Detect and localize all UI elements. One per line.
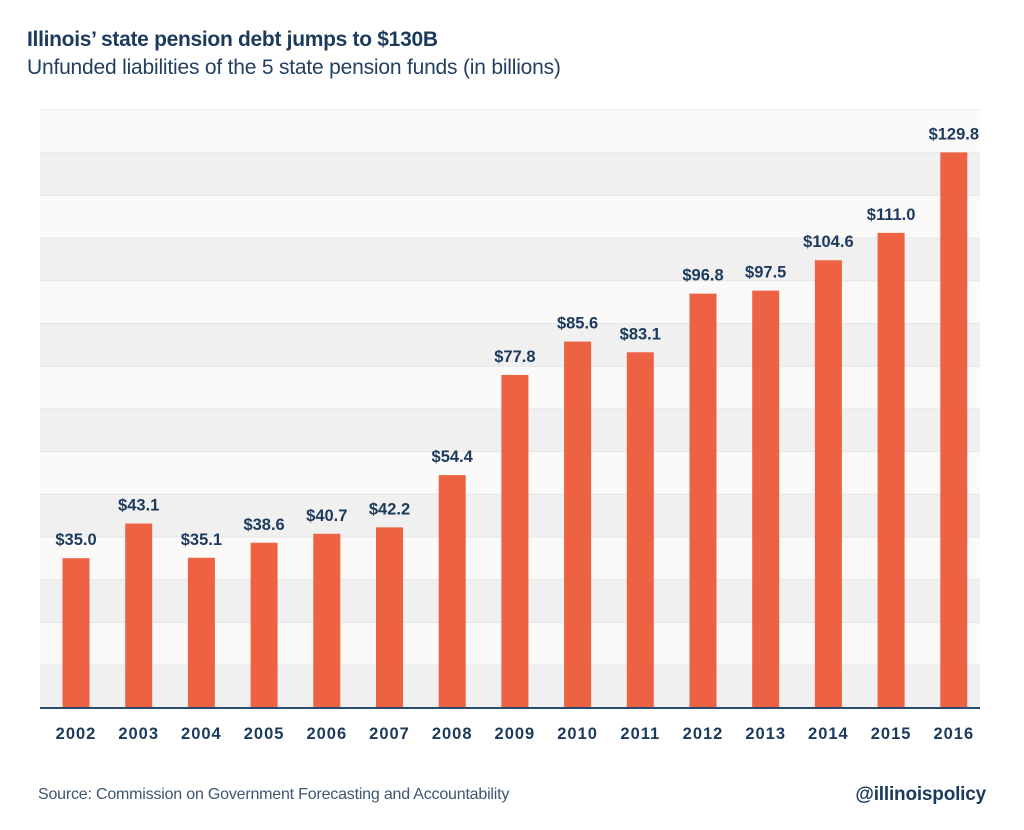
bar-2015 bbox=[877, 232, 905, 708]
x-tick-label: 2016 bbox=[933, 725, 974, 743]
value-label: $38.6 bbox=[243, 516, 284, 534]
value-label: $129.8 bbox=[929, 125, 979, 143]
x-tick-label: 2010 bbox=[557, 725, 598, 743]
x-tick-label: 2004 bbox=[181, 725, 222, 743]
bar-2002 bbox=[62, 558, 90, 708]
bar-2009 bbox=[501, 374, 529, 708]
value-label: $43.1 bbox=[118, 497, 159, 515]
value-label: $85.6 bbox=[557, 315, 598, 333]
x-tick-label: 2008 bbox=[432, 725, 473, 743]
grid-band bbox=[40, 152, 980, 196]
x-tick-label: 2013 bbox=[745, 725, 786, 743]
chart-subtitle: Unfunded liabilities of the 5 state pens… bbox=[27, 56, 561, 79]
x-tick-label: 2009 bbox=[495, 725, 536, 743]
value-label: $35.1 bbox=[181, 531, 222, 549]
bar-2013 bbox=[752, 290, 780, 708]
bar-2008 bbox=[438, 475, 466, 708]
bars bbox=[62, 152, 968, 709]
x-tick-label: 2002 bbox=[56, 725, 97, 743]
value-label: $77.8 bbox=[494, 348, 535, 366]
x-tick-label: 2005 bbox=[244, 725, 285, 743]
bar-2012 bbox=[689, 293, 717, 708]
value-label: $111.0 bbox=[867, 206, 916, 224]
x-tick-label: 2007 bbox=[369, 725, 410, 743]
value-label: $83.1 bbox=[620, 325, 661, 343]
value-label: $104.6 bbox=[803, 233, 853, 251]
bar-2014 bbox=[814, 260, 842, 708]
value-label: $35.0 bbox=[55, 531, 96, 549]
grid-band bbox=[40, 110, 980, 153]
bar-2006 bbox=[313, 533, 341, 708]
bar-2004 bbox=[187, 557, 215, 708]
x-tick-label: 2003 bbox=[118, 725, 159, 743]
bar-2003 bbox=[125, 523, 153, 708]
source-note: Source: Commission on Government Forecas… bbox=[38, 786, 510, 803]
value-label: $40.7 bbox=[306, 507, 347, 525]
value-label: $42.2 bbox=[369, 500, 410, 518]
x-tick-label: 2011 bbox=[620, 725, 660, 743]
value-label: $54.4 bbox=[432, 448, 474, 466]
x-tick-label: 2014 bbox=[808, 725, 849, 743]
value-labels: $35.0 $43.1 $35.1 $38.6 $40.7 $42.2 $54.4 $77.8… bbox=[55, 125, 979, 549]
bar-2010 bbox=[564, 341, 592, 708]
chart-title: Illinois’ state pension debt jumps to $1… bbox=[27, 28, 438, 51]
bar-2016 bbox=[940, 152, 968, 709]
x-tick-label: 2015 bbox=[871, 725, 912, 743]
bar-2005 bbox=[250, 542, 278, 708]
x-tick-label: 2006 bbox=[306, 725, 347, 743]
grid-band bbox=[40, 195, 980, 239]
x-tick-label: 2012 bbox=[683, 725, 724, 743]
x-axis-tick-labels: 2002 2003 2004 2005 2006 2007 2008 2009 2010 2011… bbox=[56, 725, 974, 743]
value-label: $97.5 bbox=[745, 264, 786, 282]
bar-2011 bbox=[626, 352, 654, 708]
value-label: $96.8 bbox=[682, 267, 723, 285]
brand-handle: @illinoispolicy bbox=[855, 784, 986, 805]
bar-2007 bbox=[376, 527, 403, 708]
